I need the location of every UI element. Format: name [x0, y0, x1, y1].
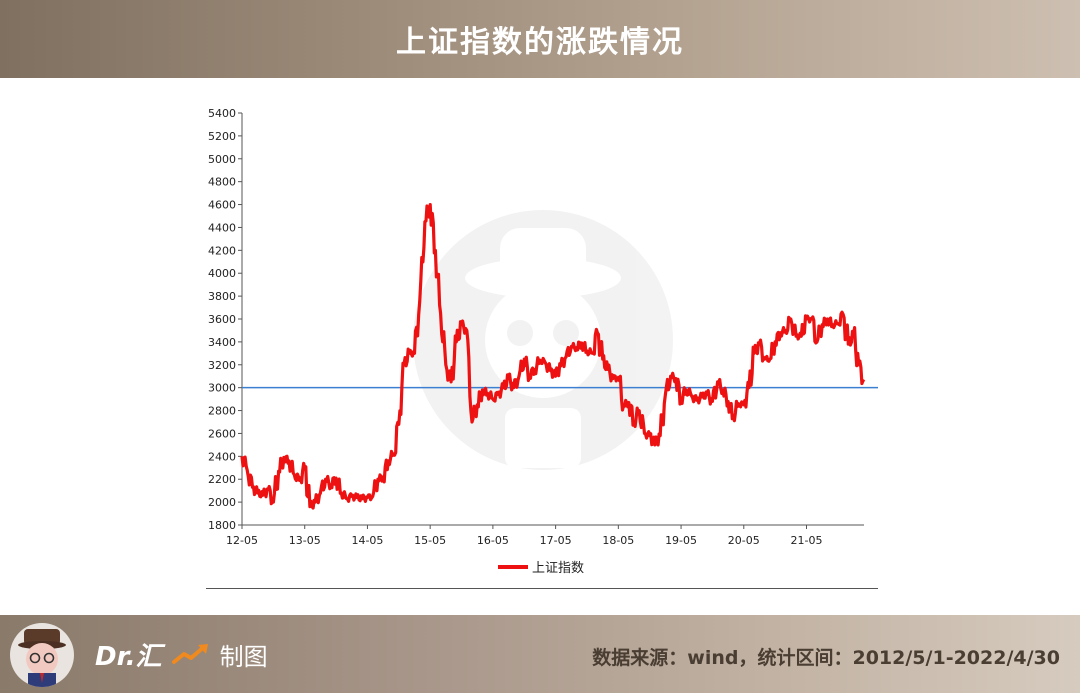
- y-tick-label: 4400: [208, 221, 236, 234]
- y-tick-label: 3400: [208, 336, 236, 349]
- brand-name: Dr.汇: [95, 641, 162, 672]
- y-tick-label: 2800: [208, 405, 236, 418]
- line-chart: 1800 2000 2200 2400 2600 2800 3000 3200 3400 3600…: [208, 107, 878, 576]
- y-tick-label: 3600: [208, 313, 236, 326]
- y-tick-label: 3000: [208, 382, 236, 395]
- chart-area: 1800 2000 2200 2400 2600 2800 3000 3200 3400 3600…: [0, 78, 1080, 615]
- trend-up-arrow-icon: [171, 644, 208, 664]
- data-source-note: 数据来源：wind，统计区间：2012/5/1-2022/4/30: [592, 647, 1060, 669]
- y-tick-label: 5200: [208, 130, 236, 143]
- y-tick-label: 2600: [208, 427, 236, 440]
- x-tick-label: 18-05: [602, 534, 634, 547]
- legend: 上证指数: [498, 561, 584, 576]
- y-tick-label: 2000: [208, 496, 236, 509]
- legend-label: 上证指数: [532, 561, 584, 576]
- cartoon-avatar-watermark: [413, 210, 673, 470]
- y-tick-label: 5400: [208, 107, 236, 120]
- y-tick-label: 2400: [208, 450, 236, 463]
- y-tick-label: 4800: [208, 176, 236, 189]
- footer-banner: Dr.汇 制图 数据来源：wind，统计区间：2012/5/1-2022/4/3…: [0, 615, 1080, 693]
- x-axis: 12-05 13-05 14-05 15-05 16-05 17-05 18-05 19-05…: [226, 524, 864, 547]
- brand-suffix: 制图: [219, 642, 268, 671]
- series-line-shanghai-index: [240, 203, 866, 510]
- y-tick-label: 5000: [208, 153, 236, 166]
- x-tick-label: 19-05: [665, 534, 697, 547]
- page-title: 上证指数的涨跌情况: [396, 25, 684, 60]
- y-tick-label: 3200: [208, 359, 236, 372]
- x-tick-label: 20-05: [728, 534, 760, 547]
- x-tick-label: 16-05: [477, 534, 509, 547]
- y-tick-label: 4000: [208, 267, 236, 280]
- x-tick-label: 15-05: [414, 534, 446, 547]
- y-tick-label: 4200: [208, 244, 236, 257]
- x-tick-label: 13-05: [289, 534, 321, 547]
- y-tick-label: 3800: [208, 290, 236, 303]
- chart-divider: [206, 588, 878, 589]
- x-tick-label: 14-05: [351, 534, 383, 547]
- y-tick-label: 1800: [208, 519, 236, 532]
- y-tick-label: 4600: [208, 199, 236, 212]
- y-axis: 1800 2000 2200 2400 2600 2800 3000 3200 3400 3600…: [208, 107, 243, 532]
- brand: Dr.汇 制图: [95, 637, 268, 672]
- x-tick-label: 21-05: [791, 534, 823, 547]
- cartoon-avatar-icon: [10, 623, 74, 687]
- y-tick-label: 2200: [208, 473, 236, 486]
- x-tick-label: 12-05: [226, 534, 258, 547]
- header-banner: 上证指数的涨跌情况: [0, 0, 1080, 78]
- x-tick-label: 17-05: [540, 534, 572, 547]
